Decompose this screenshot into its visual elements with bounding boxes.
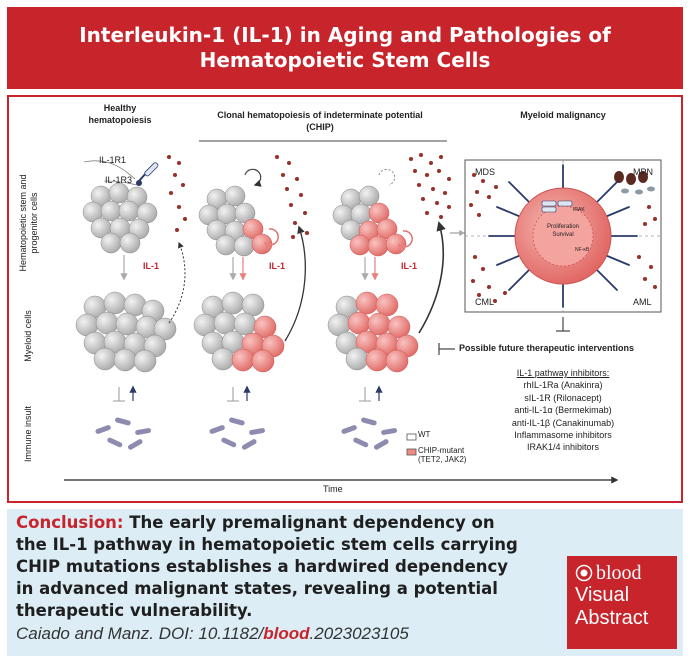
il1-molecules-malignancy	[469, 173, 657, 303]
citation-prefix: Caiado and Manz. DOI: 10.1182/	[16, 624, 264, 643]
core-cell-irak: IRAK	[573, 207, 585, 213]
citation-suffix: .2023023105	[309, 624, 409, 643]
blood-drop-icon	[575, 564, 593, 582]
inhibitor-item: Inflammasome inhibitors	[514, 430, 612, 441]
self-renewal-arrow	[244, 168, 262, 187]
il1-feedback-arrow-late	[418, 221, 446, 334]
title-banner: Interleukin-1 (IL-1) in Aging and Pathol…	[7, 7, 683, 89]
row-hspc-line1: Hematopoietic stem and	[18, 174, 28, 272]
hspc-cluster-chip-late	[332, 185, 407, 257]
title-line-2: Hematopoietic Stem Cells	[199, 48, 491, 72]
il1r1-label: IL-1R1	[99, 155, 127, 165]
aml-label: AML	[633, 297, 652, 307]
il1-receptor-icon	[136, 162, 159, 186]
diagram-panel: Healthy hematopoiesis Clonal hematopoies…	[7, 95, 683, 503]
column-healthy-title: Healthy hematopoiesis	[75, 102, 165, 126]
visual-abstract-badge: blood Visual Abstract	[567, 556, 677, 649]
hspc-cluster-healthy	[82, 182, 158, 254]
diagram-canvas	[64, 140, 662, 484]
il1-feedback-arrow-healthy	[168, 241, 186, 324]
mds-label: MDS	[475, 167, 495, 177]
mutant-expansion-arrow-late	[397, 230, 413, 253]
il1-label-late: IL-1	[401, 261, 418, 271]
il1-feedback-arrow-chip	[284, 225, 306, 342]
title-line-1: Interleukin-1 (IL-1) in Aging and Pathol…	[79, 23, 611, 47]
inhibition-symbol	[438, 317, 570, 355]
legend-wt-label: WT	[418, 430, 431, 439]
myeloid-cluster-chip-early	[193, 291, 285, 373]
column-chip-line1: Clonal hematopoiesis of indeterminate po…	[217, 110, 423, 120]
column-malignancy-title: Myeloid malignancy	[520, 110, 606, 120]
conclusion-label: Conclusion:	[16, 513, 124, 532]
row-label-myeloid: Myeloid cells	[23, 310, 33, 362]
legend-chip-swatch	[406, 448, 417, 456]
hspc-cluster-chip-early	[198, 185, 273, 257]
core-cell-proliferation: Proliferation	[546, 224, 579, 230]
blood-brand: blood	[575, 562, 669, 584]
badge-line-2: Abstract	[575, 607, 649, 629]
legend-chip-line1: CHIP-mutant	[418, 446, 465, 455]
row-hspc-line2: progenitor cells	[29, 192, 39, 254]
il1-label-chip: IL-1	[269, 261, 286, 271]
core-cell-label: Proliferation Survival	[529, 223, 597, 239]
legend-chip-line2: (TET2, JAK2)	[418, 455, 467, 464]
column-chip-title: Clonal hematopoiesis of indeterminate po…	[195, 109, 445, 133]
il1r3-label: IL-1R3	[105, 175, 133, 185]
column-healthy-line2: hematopoiesis	[88, 115, 152, 125]
immune-insult-bacteria	[95, 417, 398, 450]
inhibitor-item: sIL-1R (Rilonacept)	[524, 392, 602, 403]
badge-line-1: Visual	[575, 584, 630, 606]
column-chip-line2: (CHIP)	[306, 122, 334, 132]
myeloid-cluster-healthy	[75, 291, 177, 373]
il1-label-healthy: IL-1	[143, 261, 160, 271]
il1r1-pointer	[83, 160, 136, 180]
irak-complexes	[541, 200, 573, 213]
core-cell-nfkb: NF-κB	[575, 247, 590, 253]
column-healthy-line1: Healthy	[103, 103, 137, 113]
row-label-immune: Immune insult	[23, 405, 33, 463]
inhibitor-item: anti-IL-1α (Bermekimab)	[514, 405, 612, 416]
therapeutic-title: Possible future therapeutic intervention…	[459, 343, 635, 353]
conclusion-body: The early premalignant dependency on the…	[16, 513, 518, 620]
row-label-hspc: Hematopoietic stem and progenitor cells	[18, 163, 40, 283]
conclusion-text: Conclusion: The early premalignant depen…	[16, 512, 521, 622]
legend-wt-swatch	[406, 433, 417, 441]
citation: Caiado and Manz. DOI: 10.1182/blood.2023…	[16, 624, 409, 644]
inhibitor-item: anti-IL-1β (Canakinumab)	[511, 417, 615, 428]
time-axis-label: Time	[323, 484, 343, 494]
il1r3-pointer	[103, 180, 138, 186]
inhibitor-item: rhIL-1Ra (Anakinra)	[523, 380, 603, 391]
inhibitor-item: IRAK1/4 inhibitors	[526, 442, 600, 453]
blood-brand-name: blood	[596, 562, 642, 584]
inhibitor-list-title: IL-1 pathway inhibitors:	[516, 368, 610, 378]
malignant-cell-receptors	[488, 164, 638, 308]
inhibitor-list: IL-1 pathway inhibitors: rhIL-1Ra (Anaki…	[493, 367, 633, 454]
immune-stimulation-arrows	[113, 387, 371, 402]
cml-label: CML	[475, 297, 495, 307]
citation-journal: blood	[263, 624, 310, 643]
mpn-platelets	[621, 186, 655, 195]
il1-molecules	[167, 153, 451, 239]
myeloid-cluster-chip-late	[327, 291, 419, 373]
mpn-cells	[614, 171, 648, 185]
mpn-label: MPN	[633, 167, 653, 177]
mutant-expansion-arrow	[263, 228, 279, 251]
legend-chip-label: CHIP-mutant (TET2, JAK2)	[418, 446, 466, 464]
self-renewal-arrow-late	[378, 168, 396, 186]
core-cell-survival: Survival	[552, 232, 574, 238]
